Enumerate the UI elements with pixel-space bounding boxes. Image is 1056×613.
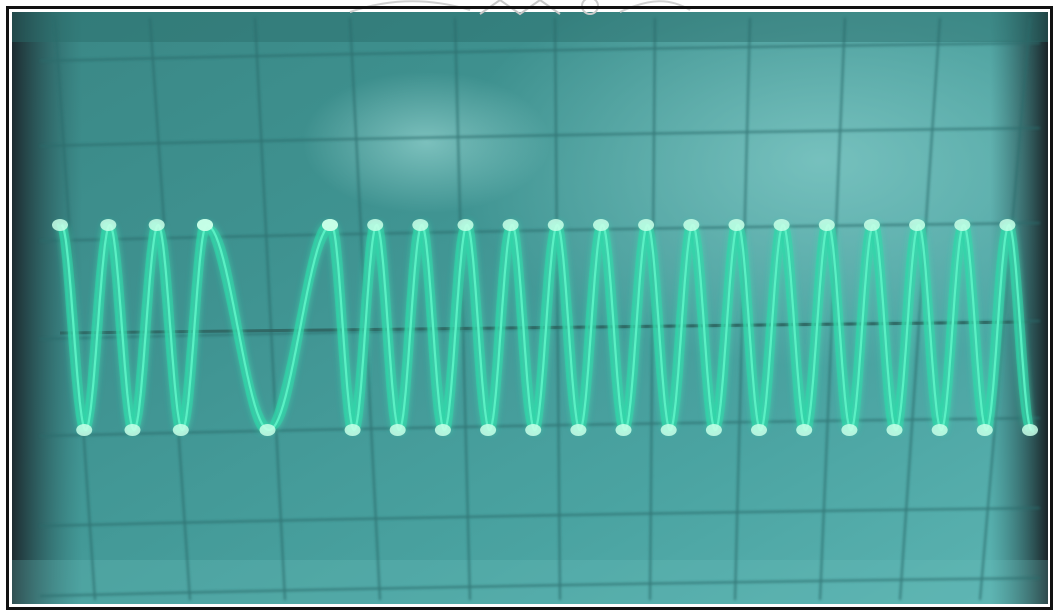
waveform-peak-dot bbox=[100, 219, 117, 231]
waveform-peak-dot bbox=[457, 219, 474, 231]
waveform-trace bbox=[56, 220, 1036, 435]
waveform-peak-dot bbox=[728, 219, 745, 231]
waveform-peak-dot bbox=[683, 219, 700, 231]
waveform-path bbox=[56, 221, 1029, 434]
waveform-trough-dot bbox=[76, 424, 93, 436]
waveform-peak-dot bbox=[909, 219, 926, 231]
waveform-trough-dot bbox=[976, 424, 993, 436]
waveform-peak-dot bbox=[502, 219, 519, 231]
waveform-peak-dots bbox=[52, 219, 1038, 436]
waveform-peak-dot bbox=[863, 219, 880, 231]
graticule-vertical-line bbox=[554, 17, 561, 601]
graticule-horizontal-line bbox=[39, 127, 1041, 147]
waveform-peak-dot bbox=[148, 219, 165, 231]
waveform-peak-dot bbox=[367, 219, 384, 231]
graticule-vertical-line bbox=[254, 17, 286, 601]
waveform-trough-dot bbox=[841, 424, 858, 436]
waveform-peak-dot bbox=[412, 219, 429, 231]
graticule-horizontal-line bbox=[39, 222, 1041, 242]
waveform-peak-dot bbox=[197, 219, 213, 231]
waveform-path bbox=[57, 221, 1033, 434]
waveform-peak-dot bbox=[638, 219, 655, 231]
waveform-peak-dot bbox=[954, 219, 971, 231]
waveform-trough-dot bbox=[751, 424, 767, 436]
waveform-trough-dot bbox=[796, 424, 813, 436]
waveform-peak-dot bbox=[322, 219, 338, 231]
screen-area bbox=[12, 12, 1048, 604]
waveform-peak-dot bbox=[547, 219, 564, 231]
graticule-horizontal-line bbox=[39, 577, 1041, 597]
waveform-peak-dot bbox=[773, 219, 790, 231]
graticule-horizontal-line bbox=[39, 42, 1041, 62]
waveform-trough-dot bbox=[259, 424, 276, 436]
waveform-trough-dot bbox=[570, 424, 587, 436]
waveform-trough-dot bbox=[124, 424, 141, 436]
waveform-trough-dot bbox=[480, 424, 497, 436]
waveform-peak-dot bbox=[52, 219, 68, 231]
waveform-path bbox=[60, 223, 1033, 432]
waveform-trough-dot bbox=[615, 424, 632, 436]
waveform-trough-dot bbox=[434, 424, 451, 436]
waveform-trough-dot bbox=[172, 424, 189, 436]
waveform-peak-dot bbox=[999, 219, 1016, 231]
waveform-trough-dot bbox=[931, 424, 948, 436]
waveform-trough-dot bbox=[389, 424, 406, 436]
waveform-trough-dot bbox=[705, 424, 722, 436]
waveform-trough-dot bbox=[886, 424, 903, 436]
graticule-horizontal-line bbox=[39, 507, 1041, 527]
waveform-peak-dot bbox=[818, 219, 835, 231]
waveform-peak-dot bbox=[593, 219, 609, 231]
waveform-trough-dot bbox=[660, 424, 677, 436]
graticule-vertical-line bbox=[899, 17, 941, 601]
graticule-vertical-line bbox=[979, 17, 1031, 601]
waveform-trough-dot bbox=[525, 424, 542, 436]
graticule-vertical-line bbox=[454, 17, 471, 601]
waveform-trough-dot bbox=[1022, 424, 1038, 436]
waveform-trough-dot bbox=[344, 424, 361, 436]
